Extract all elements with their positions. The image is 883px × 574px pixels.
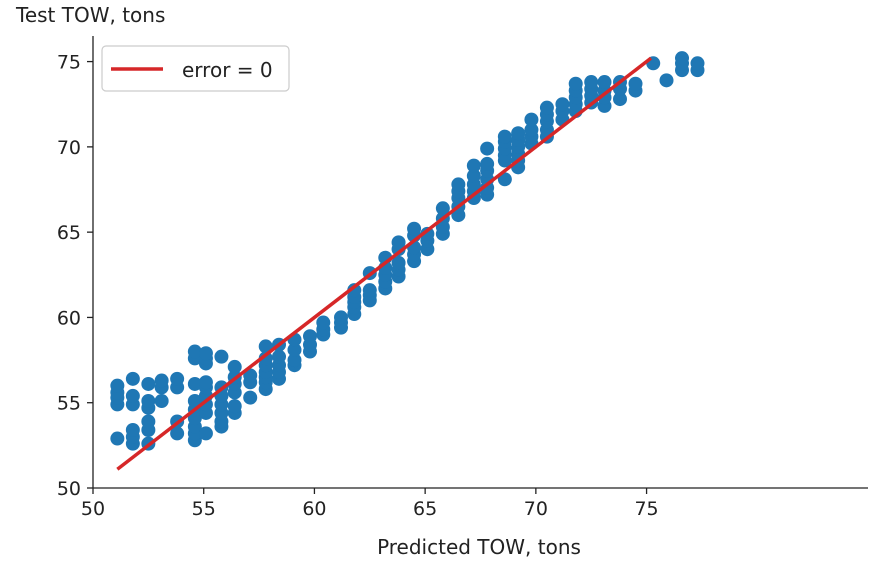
data-point xyxy=(243,390,258,405)
y-axis-title: Test TOW, tons xyxy=(15,3,165,27)
data-point xyxy=(347,283,362,298)
data-point xyxy=(613,92,627,107)
data-point xyxy=(539,100,554,115)
axes xyxy=(92,36,868,489)
data-point xyxy=(480,141,495,156)
data-point xyxy=(125,388,140,403)
data-point xyxy=(316,315,331,330)
data-point xyxy=(272,349,286,364)
x-tick-label: 65 xyxy=(413,498,437,520)
y-tick-label: 70 xyxy=(57,137,81,159)
x-tick-label: 50 xyxy=(81,498,105,520)
data-point xyxy=(524,112,539,127)
data-point xyxy=(187,376,202,391)
data-point xyxy=(141,414,156,429)
data-point xyxy=(154,394,169,409)
data-point xyxy=(258,339,273,354)
data-point xyxy=(214,349,229,364)
x-tick-label: 55 xyxy=(192,498,216,520)
data-point xyxy=(187,394,202,409)
data-point xyxy=(198,375,213,390)
data-point xyxy=(303,329,317,344)
data-point xyxy=(125,423,140,438)
data-point xyxy=(555,97,570,112)
data-point xyxy=(584,75,599,90)
data-point xyxy=(391,235,406,250)
data-point xyxy=(524,122,539,137)
data-point xyxy=(125,371,140,386)
x-tick-label: 70 xyxy=(524,498,548,520)
data-point xyxy=(466,158,481,173)
data-point xyxy=(480,156,495,171)
data-point xyxy=(568,76,583,91)
data-point xyxy=(334,310,348,325)
data-point xyxy=(451,177,466,192)
x-tick-label: 60 xyxy=(302,498,326,520)
data-point xyxy=(198,346,213,361)
error-zero-line xyxy=(116,56,653,471)
legend-label: error = 0 xyxy=(182,58,273,82)
data-points xyxy=(110,51,705,451)
data-point xyxy=(597,75,612,90)
y-tick-label: 65 xyxy=(57,222,81,244)
data-point xyxy=(435,201,450,216)
data-point xyxy=(420,226,435,241)
legend-frame xyxy=(101,45,290,92)
data-point xyxy=(466,168,481,183)
y-tick-label: 75 xyxy=(57,52,81,74)
data-point xyxy=(141,376,156,391)
data-point xyxy=(198,426,213,441)
data-point xyxy=(362,283,377,298)
data-point xyxy=(628,76,643,91)
data-point xyxy=(690,56,705,71)
data-point xyxy=(154,373,169,388)
data-point xyxy=(110,431,125,446)
data-point xyxy=(497,172,512,187)
data-point xyxy=(170,371,185,386)
data-point xyxy=(227,399,242,414)
data-point xyxy=(287,342,302,357)
data-point xyxy=(511,126,526,141)
data-point xyxy=(287,353,302,368)
data-point xyxy=(243,368,258,383)
data-point xyxy=(227,359,242,374)
y-tick-label: 50 xyxy=(57,478,81,500)
data-point xyxy=(170,426,185,441)
x-axis-title: Predicted TOW, tons xyxy=(377,535,581,559)
axis-ticks: 50 55 60 65 70 75 50 55 60 65 70 75 xyxy=(57,52,659,520)
y-tick-label: 60 xyxy=(57,307,81,329)
data-point xyxy=(391,255,406,270)
data-point xyxy=(407,221,422,236)
data-point xyxy=(187,344,202,359)
data-point xyxy=(110,378,125,393)
legend: error = 0 xyxy=(101,45,290,92)
y-tick-label: 55 xyxy=(57,393,81,415)
data-point xyxy=(675,51,689,66)
data-point xyxy=(258,351,273,366)
data-point xyxy=(497,129,512,144)
x-tick-label: 75 xyxy=(634,498,658,520)
data-point xyxy=(141,394,156,409)
data-point xyxy=(659,73,674,88)
